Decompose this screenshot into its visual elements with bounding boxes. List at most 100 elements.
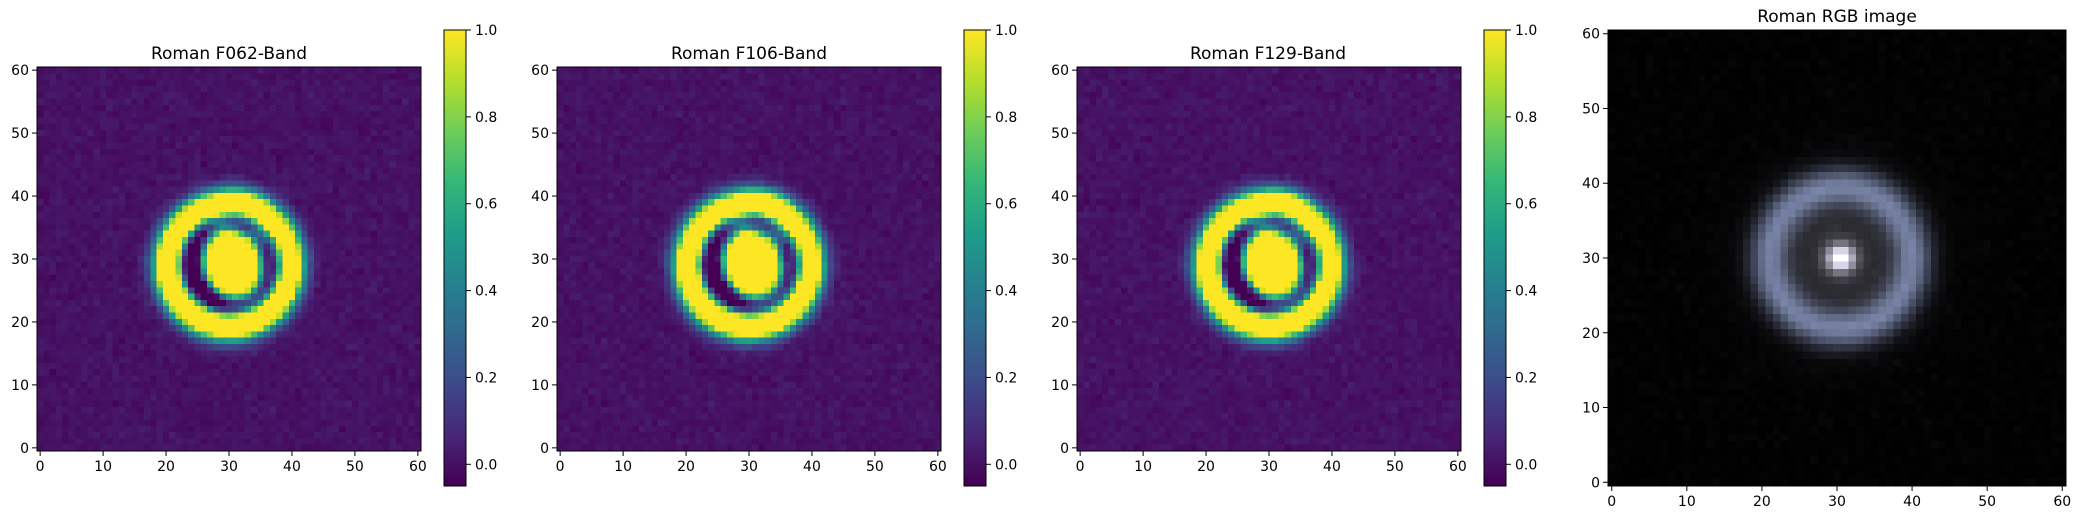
panel-rgb: Roman RGB image 0 10 20 30 40 50 60 0 10 20 30 40 50…	[1582, 7, 2071, 510]
y-tick-label: 60	[1051, 63, 1069, 79]
y-tick-label: 20	[531, 315, 549, 331]
y-tick-label: 30	[1051, 252, 1069, 268]
colorbar-tick-label: 0.2	[995, 370, 1017, 386]
x-tick-label: 10	[94, 459, 112, 475]
y-tick-label: 40	[1582, 176, 1600, 192]
y-tick-label: 60	[11, 63, 29, 79]
y-tick-label: 50	[1582, 101, 1600, 117]
axis-ticks-f062: 0 10 20 30 40 50 60 0 10 20 30 40 50 60	[11, 63, 427, 475]
y-tick-label: 10	[1051, 378, 1069, 394]
panel-title-f062: Roman F062-Band	[151, 44, 307, 64]
y-tick-label: 30	[11, 252, 29, 268]
x-tick-label: 60	[929, 459, 947, 475]
x-tick-label: 40	[1323, 459, 1341, 475]
x-tick-label: 10	[1134, 459, 1152, 475]
y-tick-label: 10	[1582, 401, 1600, 417]
heatmap-image-f129	[1077, 67, 1461, 451]
colorbar-tick-label: 0.0	[1515, 457, 1537, 473]
colorbar-tick-label: 0.4	[995, 284, 1017, 300]
x-tick-label: 0	[1607, 494, 1616, 510]
y-tick-label: 30	[1582, 251, 1600, 267]
colorbar-tick-label: 0.8	[995, 110, 1017, 126]
colorbar-tick-label: 0.8	[1515, 110, 1537, 126]
y-tick-label: 60	[531, 63, 549, 79]
y-tick-label: 40	[11, 189, 29, 205]
x-tick-label: 0	[36, 459, 45, 475]
colorbar-tick-label: 0.0	[995, 457, 1017, 473]
panel-f129: Roman F129-Band 0 10 20 30 40 50 60 0 10 20 30 40 50…	[1051, 23, 1537, 487]
axis-ticks-f106: 0 10 20 30 40 50 60 0 10 20 30 40 50 60	[531, 63, 947, 475]
y-tick-label: 0	[1060, 441, 1069, 457]
x-tick-label: 50	[1978, 494, 1996, 510]
panel-title-rgb: Roman RGB image	[1757, 7, 1917, 27]
x-tick-label: 30	[1828, 494, 1846, 510]
colorbar-gradient-f062	[444, 30, 466, 486]
y-tick-label: 60	[1582, 27, 1600, 43]
x-tick-label: 50	[346, 459, 364, 475]
x-tick-label: 30	[1260, 459, 1278, 475]
x-tick-label: 0	[1076, 459, 1085, 475]
colorbar-ticks-f129: 0.0 0.2 0.4 0.6 0.8 1.0	[1506, 23, 1537, 473]
colorbar-gradient-f106	[964, 30, 986, 486]
y-tick-label: 0	[20, 441, 29, 457]
x-tick-label: 40	[1903, 494, 1921, 510]
y-tick-label: 20	[1051, 315, 1069, 331]
colorbar-tick-label: 1.0	[475, 23, 497, 39]
x-tick-label: 40	[803, 459, 821, 475]
x-tick-label: 10	[1678, 494, 1696, 510]
y-tick-label: 50	[1051, 126, 1069, 142]
colorbar-tick-label: 0.4	[475, 284, 497, 300]
colorbar-tick-label: 0.2	[1515, 370, 1537, 386]
heatmap-image-f106	[557, 67, 941, 451]
axis-ticks-f129: 0 10 20 30 40 50 60 0 10 20 30 40 50 60	[1051, 63, 1467, 475]
y-tick-label: 50	[11, 126, 29, 142]
axis-ticks-rgb: 0 10 20 30 40 50 60 0 10 20 30 40 50 60	[1582, 27, 2071, 510]
x-tick-label: 30	[220, 459, 238, 475]
x-tick-label: 10	[614, 459, 632, 475]
colorbar-tick-label: 0.8	[475, 110, 497, 126]
colorbar-tick-label: 0.4	[1515, 284, 1537, 300]
y-tick-label: 10	[531, 378, 549, 394]
colorbar-frame-f129	[1483, 29, 1507, 487]
colorbar-tick-label: 1.0	[995, 23, 1017, 39]
y-tick-label: 40	[531, 189, 549, 205]
colorbar-tick-label: 0.0	[475, 457, 497, 473]
colorbar-frame-f106	[963, 29, 987, 487]
x-tick-label: 20	[1753, 494, 1771, 510]
panel-title-f129: Roman F129-Band	[1190, 44, 1346, 64]
y-tick-label: 20	[1582, 326, 1600, 342]
x-tick-label: 20	[157, 459, 175, 475]
x-tick-label: 20	[1197, 459, 1215, 475]
y-tick-label: 40	[1051, 189, 1069, 205]
colorbar-frame-f062	[443, 29, 467, 487]
colorbar-tick-label: 0.6	[995, 197, 1017, 213]
y-tick-label: 20	[11, 315, 29, 331]
x-tick-label: 50	[866, 459, 884, 475]
x-tick-label: 50	[1386, 459, 1404, 475]
x-tick-label: 40	[283, 459, 301, 475]
heatmap-image-f062	[37, 67, 421, 451]
colorbar-tick-label: 0.6	[1515, 197, 1537, 213]
x-tick-label: 30	[740, 459, 758, 475]
x-tick-label: 60	[1449, 459, 1467, 475]
colorbar-gradient-f129	[1484, 30, 1506, 486]
y-tick-label: 30	[531, 252, 549, 268]
y-tick-label: 0	[540, 441, 549, 457]
y-tick-label: 0	[1591, 475, 1600, 491]
colorbar-tick-label: 0.6	[475, 197, 497, 213]
panel-f062: Roman F062-Band 0 10 20 30 40 50 60 0 10 20 30 40 50…	[11, 23, 497, 487]
colorbar-ticks-f062: 0.0 0.2 0.4 0.6 0.8 1.0	[466, 23, 497, 473]
colorbar-ticks-f106: 0.0 0.2 0.4 0.6 0.8 1.0	[986, 23, 1017, 473]
colorbar-tick-label: 1.0	[1515, 23, 1537, 39]
x-tick-label: 60	[2053, 494, 2071, 510]
rgb-image	[1608, 30, 2066, 486]
x-tick-label: 60	[409, 459, 427, 475]
y-tick-label: 10	[11, 378, 29, 394]
panel-title-f106: Roman F106-Band	[671, 44, 827, 64]
colorbar-tick-label: 0.2	[475, 370, 497, 386]
panel-f106: Roman F106-Band 0 10 20 30 40 50 60 0 10 20 30 40 50…	[531, 23, 1017, 487]
x-tick-label: 0	[556, 459, 565, 475]
y-tick-label: 50	[531, 126, 549, 142]
x-tick-label: 20	[677, 459, 695, 475]
